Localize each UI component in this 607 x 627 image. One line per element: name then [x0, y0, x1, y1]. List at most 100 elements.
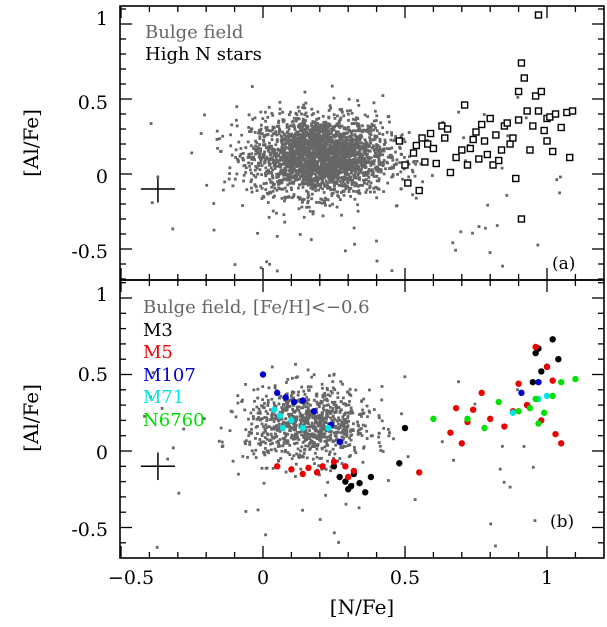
data-point-bulge-field — [354, 162, 358, 166]
data-point-bulge-field — [250, 178, 254, 182]
data-point-bulge-field-fe-h-0-6 — [362, 445, 366, 449]
data-point-bulge-field — [360, 163, 363, 167]
data-point-bulge-field — [326, 186, 330, 190]
data-point-bulge-field — [300, 171, 303, 174]
data-point-bulge-field — [290, 151, 294, 155]
data-point-bulge-field — [324, 136, 328, 140]
data-point-bulge-field-fe-h-0-6 — [313, 451, 317, 455]
data-point-bulge-field — [323, 153, 327, 157]
data-point-bulge-field — [317, 155, 321, 159]
data-point-bulge-field-fe-h-0-6 — [341, 382, 344, 386]
data-point-bulge-field — [268, 177, 272, 181]
data-point-bulge-field — [360, 141, 364, 145]
data-point-bulge-field — [362, 150, 366, 154]
data-point-bulge-field-fe-h-0-6 — [336, 396, 340, 399]
data-point-bulge-field — [350, 133, 354, 137]
data-point-m3 — [549, 336, 556, 343]
data-point-bulge-field — [315, 167, 318, 171]
data-point-bulge-field-fe-h-0-6 — [440, 440, 444, 444]
data-point-bulge-field — [292, 181, 295, 185]
data-point-bulge-field — [309, 144, 313, 147]
data-point-high-n-stars — [557, 123, 565, 132]
data-point-bulge-field — [277, 175, 280, 179]
data-point-bulge-field-fe-h-0-6 — [342, 426, 346, 430]
data-point-bulge-field — [410, 168, 414, 172]
data-point-bulge-field — [354, 183, 358, 187]
data-point-bulge-field-fe-h-0-6 — [217, 439, 221, 443]
data-point-bulge-field-fe-h-0-6 — [315, 407, 318, 411]
data-point-bulge-field — [306, 181, 310, 185]
data-point-bulge-field — [378, 160, 381, 164]
data-point-bulge-field — [325, 150, 329, 154]
data-point-m107 — [274, 389, 281, 397]
data-point-bulge-field-fe-h-0-6 — [348, 411, 352, 415]
data-point-bulge-field — [374, 152, 378, 156]
data-point-bulge-field — [291, 180, 295, 184]
data-point-bulge-field — [376, 165, 379, 169]
data-point-bulge-field — [360, 161, 364, 165]
data-point-bulge-field — [314, 178, 318, 182]
data-point-bulge-field — [294, 119, 298, 123]
data-point-bulge-field-fe-h-0-6 — [307, 398, 311, 402]
data-point-bulge-field — [328, 158, 332, 161]
data-point-bulge-field-fe-h-0-6 — [359, 431, 362, 435]
data-point-bulge-field-fe-h-0-6 — [263, 436, 267, 439]
data-point-bulge-field — [218, 137, 221, 141]
data-point-bulge-field-fe-h-0-6 — [231, 459, 235, 463]
data-point-bulge-field — [376, 147, 380, 151]
data-point-bulge-field — [332, 113, 336, 117]
data-point-bulge-field — [296, 195, 300, 199]
data-point-bulge-field — [300, 161, 304, 165]
data-point-bulge-field — [268, 152, 272, 156]
data-point-bulge-field — [430, 174, 434, 177]
data-point-bulge-field — [276, 160, 279, 164]
data-point-bulge-field-fe-h-0-6 — [259, 440, 263, 444]
data-point-bulge-field-fe-h-0-6 — [290, 457, 294, 461]
data-point-bulge-field — [381, 133, 385, 136]
data-point-bulge-field — [346, 153, 349, 157]
data-point-bulge-field — [300, 181, 304, 185]
data-point-bulge-field-fe-h-0-6 — [276, 445, 280, 448]
data-point-bulge-field — [312, 156, 316, 160]
data-point-bulge-field — [302, 128, 306, 132]
data-point-bulge-field — [271, 189, 275, 193]
data-point-high-n-stars — [395, 137, 404, 145]
data-point-bulge-field — [320, 154, 324, 158]
data-point-bulge-field — [287, 127, 291, 131]
data-point-bulge-field — [257, 128, 261, 132]
data-point-bulge-field-fe-h-0-6 — [400, 412, 403, 416]
data-point-bulge-field-fe-h-0-6 — [256, 508, 260, 512]
data-point-bulge-field — [316, 145, 320, 149]
data-point-bulge-field — [348, 109, 352, 113]
data-point-bulge-field — [329, 139, 333, 143]
data-point-bulge-field-fe-h-0-6 — [284, 417, 288, 421]
data-point-bulge-field — [477, 225, 481, 229]
data-point-bulge-field — [149, 122, 153, 125]
data-point-bulge-field-fe-h-0-6 — [367, 409, 371, 413]
data-point-bulge-field-fe-h-0-6 — [282, 403, 286, 406]
data-point-bulge-field — [341, 132, 345, 136]
data-point-bulge-field-fe-h-0-6 — [321, 393, 325, 397]
data-point-bulge-field-fe-h-0-6 — [277, 442, 281, 446]
data-point-bulge-field — [301, 117, 305, 121]
data-point-high-n-stars — [509, 134, 517, 142]
data-point-bulge-field — [377, 158, 381, 162]
data-point-bulge-field — [289, 154, 293, 158]
data-point-bulge-field — [270, 112, 274, 115]
data-point-bulge-field — [323, 166, 327, 169]
data-point-bulge-field — [296, 163, 300, 167]
data-point-bulge-field-fe-h-0-6 — [324, 436, 328, 439]
data-point-bulge-field-fe-h-0-6 — [315, 400, 319, 404]
data-point-bulge-field — [316, 122, 320, 125]
data-point-bulge-field-fe-h-0-6 — [345, 432, 349, 436]
data-point-bulge-field — [284, 141, 288, 145]
data-point-bulge-field — [305, 205, 308, 209]
data-point-bulge-field — [308, 164, 312, 168]
data-point-bulge-field-fe-h-0-6 — [319, 434, 323, 437]
data-point-bulge-field — [263, 160, 267, 164]
data-point-bulge-field — [311, 163, 315, 167]
data-point-bulge-field — [326, 136, 330, 139]
data-point-bulge-field — [303, 149, 307, 153]
data-point-bulge-field-fe-h-0-6 — [293, 424, 297, 428]
data-point-bulge-field — [402, 167, 406, 171]
